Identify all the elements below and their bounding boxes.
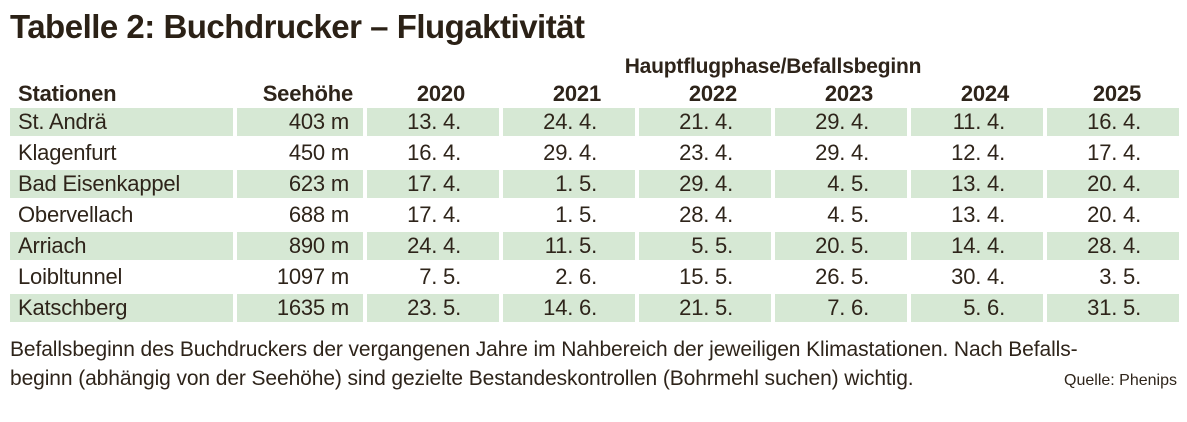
- date-cell: 11. 4.: [911, 108, 1047, 136]
- date-cell: 28. 4.: [639, 201, 775, 229]
- caption-line-2-wrap: beginn (abhängig von der Seehöhe) sind g…: [10, 364, 1179, 395]
- date-cell: 23. 5.: [367, 294, 503, 322]
- date-cell: 13. 4.: [911, 201, 1047, 229]
- date-cell: 17. 4.: [367, 170, 503, 198]
- date-cell: 16. 4.: [367, 139, 503, 167]
- date-cell: 21. 4.: [639, 108, 775, 136]
- date-cell: 11. 5.: [503, 232, 639, 260]
- date-cell: 28. 4.: [1047, 232, 1179, 260]
- date-cell: 13. 4.: [911, 170, 1047, 198]
- column-header-2021: 2021: [552, 81, 601, 106]
- date-cell: 29. 4.: [503, 139, 639, 167]
- date-cell: 24. 4.: [503, 108, 639, 136]
- date-cell: 17. 4.: [367, 201, 503, 229]
- date-cell: 4. 5.: [775, 201, 911, 229]
- date-cell: 16. 4.: [1047, 108, 1179, 136]
- date-cell: 5. 6.: [911, 294, 1047, 322]
- table-row-bad-eisenkappel: Bad Eisenkappel 623 m 17. 4. 1. 5. 29. 4…: [10, 170, 1179, 198]
- date-cell: 12. 4.: [911, 139, 1047, 167]
- table-header: Hauptflugphase/Befallsbeginn: [10, 54, 1179, 80]
- date-cell: 14. 6.: [503, 294, 639, 322]
- source-note: Quelle: Phenips: [1064, 372, 1177, 389]
- group-header: Hauptflugphase/Befallsbeginn: [624, 55, 922, 78]
- table-caption: Befallsbeginn des Buchdruckers der verga…: [10, 335, 1179, 395]
- table-row-loibltunnel: Loibltunnel 1097 m 7. 5. 2. 6. 15. 5. 26…: [10, 263, 1179, 291]
- column-header-2022: 2022: [688, 81, 737, 106]
- date-cell: 20. 4.: [1047, 170, 1179, 198]
- altitude-cell: 890 m: [237, 232, 367, 260]
- date-cell: 26. 5.: [775, 263, 911, 291]
- caption-line-1: Befallsbeginn des Buchdruckers der verga…: [10, 338, 1078, 361]
- column-header-2023: 2023: [824, 81, 873, 106]
- date-cell: 13. 4.: [367, 108, 503, 136]
- date-cell: 1. 5.: [503, 201, 639, 229]
- table-row-arriach: Arriach 890 m 24. 4. 11. 5. 5. 5. 20. 5.…: [10, 232, 1179, 260]
- date-cell: 29. 4.: [775, 139, 911, 167]
- altitude-cell: 403 m: [237, 108, 367, 136]
- page-title: Tabelle 2: Buchdrucker – Flugaktivität: [10, 8, 585, 45]
- column-header-2020: 2020: [416, 81, 465, 106]
- table-row-obervellach: Obervellach 688 m 17. 4. 1. 5. 28. 4. 4.…: [10, 201, 1179, 229]
- date-cell: 20. 4.: [1087, 202, 1141, 227]
- date-cell: 30. 4.: [911, 263, 1047, 291]
- date-cell: 4. 5.: [775, 170, 911, 198]
- date-cell: 23. 4.: [639, 139, 775, 167]
- table-row-st-andrae: St. Andrä 403 m 13. 4. 24. 4. 21. 4. 29.…: [10, 108, 1179, 136]
- altitude-cell: 1097 m: [237, 263, 367, 291]
- date-cell: 3. 5.: [1099, 264, 1141, 289]
- date-cell: 14. 4.: [911, 232, 1047, 260]
- column-header-row: Stationen Seehöhe 2020 2021 2022 2023 20…: [10, 80, 1179, 108]
- column-header-seehoehe: Seehöhe: [262, 81, 353, 106]
- station-cell: Klagenfurt: [10, 139, 237, 167]
- station-cell: Obervellach: [10, 201, 237, 229]
- altitude-cell: 688 m: [237, 201, 367, 229]
- date-cell: 7. 6.: [775, 294, 911, 322]
- date-cell: 29. 4.: [639, 170, 775, 198]
- flight-activity-table: Hauptflugphase/Befallsbeginn Stationen S…: [10, 54, 1179, 322]
- station-cell: Katschberg: [10, 294, 237, 322]
- table-row-katschberg: Katschberg 1635 m 23. 5. 14. 6. 21. 5. 7…: [10, 294, 1179, 322]
- altitude-cell: 623 m: [237, 170, 367, 198]
- date-cell: 15. 5.: [639, 263, 775, 291]
- station-cell: Bad Eisenkappel: [10, 170, 237, 198]
- date-cell: 1. 5.: [503, 170, 639, 198]
- date-cell: 24. 4.: [367, 232, 503, 260]
- date-cell: 20. 5.: [775, 232, 911, 260]
- date-cell: 29. 4.: [775, 108, 911, 136]
- station-cell: St. Andrä: [10, 108, 237, 136]
- date-cell: 17. 4.: [1087, 140, 1141, 165]
- table-row-klagenfurt: Klagenfurt 450 m 16. 4. 29. 4. 23. 4. 29…: [10, 139, 1179, 167]
- altitude-cell: 450 m: [237, 139, 367, 167]
- column-header-2024: 2024: [960, 81, 1009, 106]
- date-cell: 2. 6.: [503, 263, 639, 291]
- date-cell: 5. 5.: [639, 232, 775, 260]
- date-cell: 31. 5.: [1047, 294, 1179, 322]
- date-cell: 21. 5.: [639, 294, 775, 322]
- date-cell: 7. 5.: [367, 263, 503, 291]
- column-header-stationen: Stationen: [18, 81, 117, 106]
- altitude-cell: 1635 m: [237, 294, 367, 322]
- station-cell: Arriach: [10, 232, 237, 260]
- caption-line-2: beginn (abhängig von der Seehöhe) sind g…: [10, 367, 914, 390]
- station-cell: Loibltunnel: [10, 263, 237, 291]
- column-header-2025: 2025: [1092, 81, 1141, 106]
